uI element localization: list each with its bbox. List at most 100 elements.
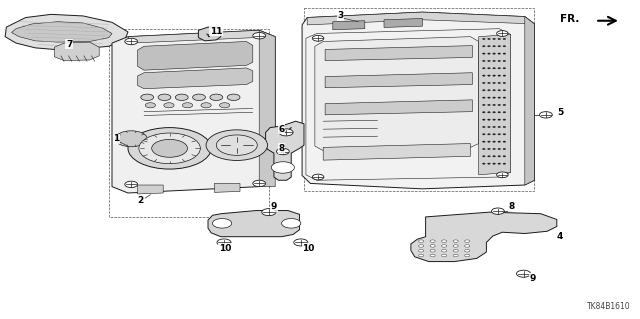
Circle shape [312, 174, 324, 180]
Circle shape [206, 130, 268, 160]
Circle shape [498, 75, 500, 76]
Circle shape [503, 163, 506, 164]
Circle shape [493, 38, 495, 40]
Text: 10: 10 [219, 244, 232, 253]
Circle shape [465, 249, 470, 252]
Text: 8: 8 [509, 202, 515, 211]
Circle shape [498, 134, 500, 135]
Circle shape [488, 141, 490, 142]
Circle shape [125, 38, 138, 45]
Circle shape [483, 112, 485, 113]
Circle shape [115, 131, 147, 147]
Circle shape [430, 245, 435, 247]
Circle shape [493, 75, 495, 76]
Polygon shape [128, 30, 275, 43]
Circle shape [201, 103, 211, 108]
Circle shape [483, 104, 485, 106]
Circle shape [488, 90, 490, 91]
Circle shape [503, 141, 506, 142]
Circle shape [493, 53, 495, 54]
Circle shape [271, 162, 294, 173]
Circle shape [488, 163, 490, 164]
Text: 9: 9 [529, 274, 536, 283]
Circle shape [488, 148, 490, 150]
Circle shape [497, 31, 508, 36]
Circle shape [498, 38, 500, 40]
Polygon shape [325, 73, 472, 88]
Circle shape [503, 156, 506, 157]
Circle shape [503, 38, 506, 40]
Circle shape [430, 249, 435, 252]
Circle shape [503, 148, 506, 150]
Circle shape [503, 90, 506, 91]
Circle shape [498, 163, 500, 164]
Circle shape [483, 90, 485, 91]
Circle shape [516, 270, 531, 277]
Circle shape [498, 90, 500, 91]
Circle shape [483, 97, 485, 98]
Circle shape [497, 172, 508, 178]
Polygon shape [302, 12, 534, 189]
Circle shape [493, 60, 495, 62]
Circle shape [488, 119, 490, 120]
Circle shape [483, 126, 485, 128]
Circle shape [419, 254, 424, 257]
Circle shape [483, 53, 485, 54]
Circle shape [483, 75, 485, 76]
Polygon shape [5, 14, 128, 49]
Polygon shape [266, 121, 304, 180]
Circle shape [253, 33, 266, 39]
Circle shape [488, 60, 490, 62]
Circle shape [503, 75, 506, 76]
Circle shape [419, 240, 424, 242]
Circle shape [217, 239, 231, 246]
Circle shape [483, 60, 485, 62]
Circle shape [453, 245, 458, 247]
Circle shape [498, 53, 500, 54]
Circle shape [193, 94, 205, 100]
Polygon shape [138, 41, 253, 70]
Circle shape [493, 148, 495, 150]
Circle shape [442, 249, 447, 252]
Circle shape [493, 68, 495, 69]
Circle shape [493, 97, 495, 98]
Polygon shape [112, 30, 275, 193]
Circle shape [442, 240, 447, 242]
Text: FR.: FR. [560, 14, 579, 24]
Text: 6: 6 [278, 125, 285, 134]
Polygon shape [325, 100, 472, 115]
Circle shape [493, 141, 495, 142]
Circle shape [212, 219, 232, 228]
Circle shape [488, 126, 490, 128]
Circle shape [145, 103, 156, 108]
Circle shape [493, 134, 495, 135]
Circle shape [498, 46, 500, 47]
Polygon shape [138, 185, 163, 194]
Circle shape [442, 254, 447, 257]
Circle shape [498, 141, 500, 142]
Circle shape [282, 219, 301, 228]
Circle shape [498, 112, 500, 113]
Circle shape [493, 119, 495, 120]
Circle shape [483, 119, 485, 120]
Text: 3: 3 [337, 11, 344, 20]
Circle shape [465, 240, 470, 242]
Circle shape [488, 112, 490, 113]
Circle shape [498, 104, 500, 106]
Circle shape [498, 119, 500, 120]
Polygon shape [54, 42, 99, 61]
Circle shape [498, 60, 500, 62]
Circle shape [125, 181, 138, 188]
Circle shape [276, 148, 289, 155]
Circle shape [139, 133, 200, 164]
Polygon shape [315, 37, 479, 151]
Circle shape [483, 163, 485, 164]
Circle shape [493, 82, 495, 84]
Circle shape [279, 129, 293, 136]
Circle shape [175, 94, 188, 100]
Circle shape [483, 141, 485, 142]
Circle shape [453, 254, 458, 257]
Polygon shape [259, 30, 275, 187]
Circle shape [503, 112, 506, 113]
Circle shape [419, 245, 424, 247]
